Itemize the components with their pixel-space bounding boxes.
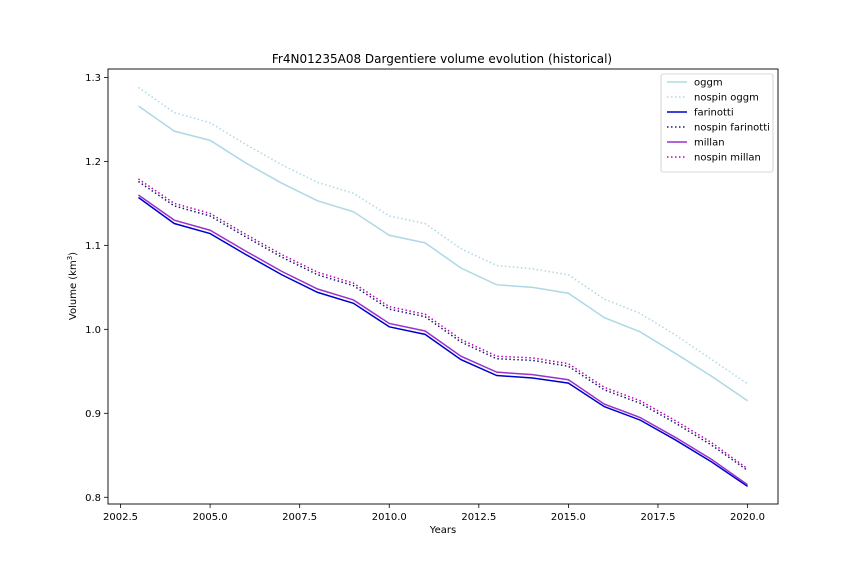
x-tick-label: 2012.5 bbox=[461, 512, 496, 523]
legend: oggm nospin oggm farinotti nospin farinotti… bbox=[660, 73, 774, 173]
y-tick-label: 1.0 bbox=[85, 325, 101, 336]
x-tick-label: 2010.0 bbox=[372, 512, 407, 523]
chart-title: Fr4N01235A08 Dargentiere volume evolutio… bbox=[272, 52, 612, 66]
x-tick-label: 2007.5 bbox=[282, 512, 317, 523]
legend-label: nospin farinotti bbox=[694, 123, 770, 134]
x-tick-label: 2020.0 bbox=[730, 512, 765, 523]
series-line-1 bbox=[138, 86, 748, 385]
legend-label: nospin oggm bbox=[694, 93, 759, 104]
y-tick-label: 1.1 bbox=[85, 241, 101, 252]
x-tick-label: 2002.5 bbox=[103, 512, 138, 523]
x-tick-label: 2017.5 bbox=[640, 512, 675, 523]
x-axis-label: Years bbox=[429, 525, 456, 536]
y-axis-label-close: ) bbox=[68, 252, 79, 256]
series-line-4 bbox=[138, 194, 748, 486]
legend-frame bbox=[660, 73, 774, 173]
legend-label: nospin millan bbox=[694, 153, 761, 164]
plot-lines bbox=[138, 86, 748, 487]
series-line-2 bbox=[138, 196, 748, 487]
y-axis-label-main: Volume (km bbox=[68, 260, 79, 320]
legend-label: oggm bbox=[694, 78, 723, 89]
x-axis: 2002.5 2005.0 2007.5 2010.0 2012.5 2015.0 2017… bbox=[103, 504, 765, 523]
axes-frame bbox=[107, 68, 779, 505]
legend-label: farinotti bbox=[694, 108, 734, 119]
legend-label: millan bbox=[694, 138, 725, 149]
x-tick-label: 2005.0 bbox=[193, 512, 228, 523]
y-tick-label: 1.3 bbox=[85, 73, 101, 84]
y-axis-label-superscript: 3 bbox=[66, 256, 74, 260]
x-tick-label: 2015.0 bbox=[551, 512, 586, 523]
y-tick-label: 0.9 bbox=[85, 409, 101, 420]
series-line-0 bbox=[138, 105, 748, 402]
y-tick-label: 1.2 bbox=[85, 157, 101, 168]
y-axis-label: Volume (km3) bbox=[66, 252, 79, 320]
y-axis: 0.8 0.9 1.0 1.1 1.2 1.3 bbox=[85, 73, 108, 504]
y-tick-label: 0.8 bbox=[85, 493, 101, 504]
